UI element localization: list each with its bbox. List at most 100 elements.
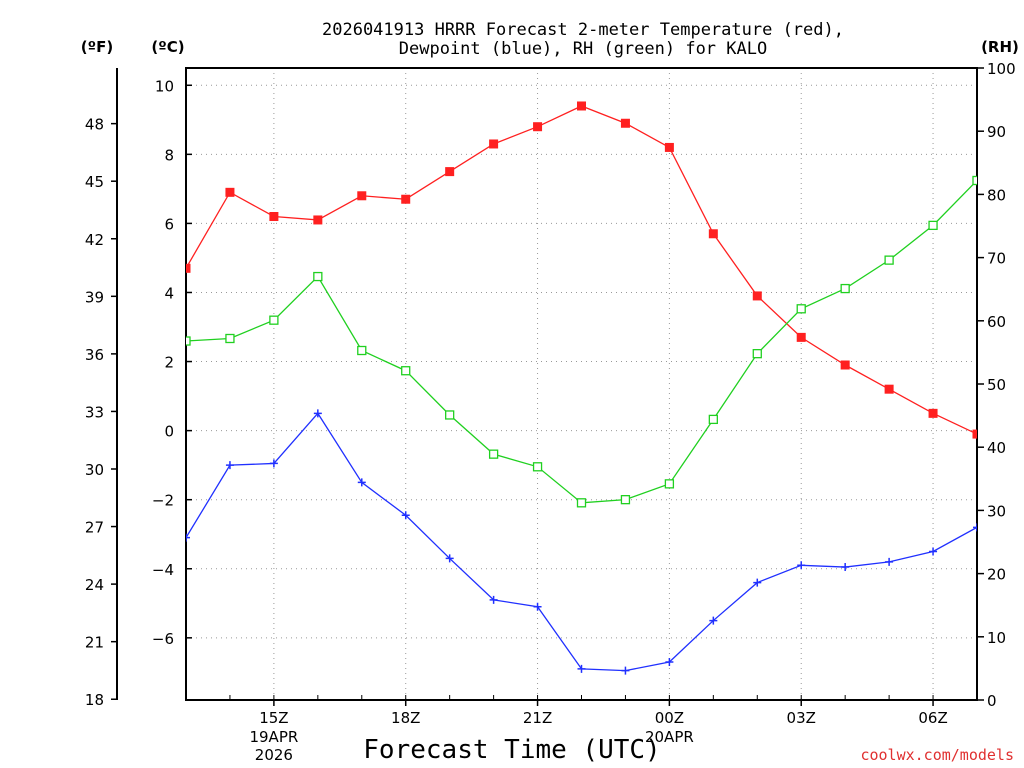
rh-point (186, 336, 191, 346)
celsius-tick-label: 2 (164, 354, 174, 372)
temperature-point (445, 167, 455, 177)
x-axis-title: Forecast Time (UTC) (363, 735, 660, 765)
rh-tick-label: 60 (987, 313, 1006, 331)
fahrenheit-tick-label: 18 (85, 691, 104, 709)
x-tick-label: 21Z (523, 709, 552, 727)
rh-point (708, 414, 718, 425)
series-layer (186, 101, 977, 675)
rh-tick-label: 10 (987, 629, 1006, 647)
temperature-point (972, 429, 977, 439)
rh-unit-label: (RH) (981, 38, 1019, 56)
fahrenheit-unit-label: (ºF) (81, 38, 113, 56)
temperature-line (186, 105, 977, 435)
rh-point (796, 304, 806, 314)
rh-tick-label: 100 (987, 60, 1016, 78)
rh-point (225, 333, 235, 344)
rh-point (313, 271, 323, 282)
dewpoint-point (269, 459, 278, 468)
temperature-point (577, 101, 586, 111)
rh-tick-label: 90 (987, 123, 1006, 141)
temperature-point (708, 229, 718, 239)
dewpoint-point (841, 563, 850, 572)
rh-line (186, 180, 977, 504)
rh-point (884, 255, 894, 265)
temperature-point (884, 384, 894, 394)
fahrenheit-tick-label: 48 (85, 116, 104, 134)
dewpoint-point (709, 616, 718, 625)
chart-title-line1: 2026041913 HRRR Forecast 2-meter Tempera… (322, 20, 844, 40)
dewpoint-point (313, 409, 322, 418)
x-tick-year: 2026 (255, 746, 293, 764)
temperature-point (313, 215, 323, 225)
celsius-tick-label: −4 (152, 561, 174, 579)
rh-point (620, 495, 631, 505)
temperature-point (186, 263, 191, 273)
temperature-point (840, 360, 850, 370)
fahrenheit-tick-label: 30 (85, 461, 104, 479)
fahrenheit-tick-label: 39 (85, 288, 104, 306)
dewpoint-line (186, 412, 977, 672)
temperature-point (664, 142, 674, 152)
celsius-tick-label: −2 (152, 492, 174, 510)
dewpoint-point (445, 554, 454, 563)
temperature-point (796, 332, 806, 342)
fahrenheit-tick-label: 45 (85, 173, 104, 191)
dewpoint-point (885, 557, 894, 566)
celsius-tick-label: 4 (164, 284, 174, 302)
celsius-tick-label: −6 (152, 630, 174, 648)
plot-frame (185, 67, 978, 701)
celsius-unit-label: (ºC) (151, 38, 184, 56)
axes: 48454239363330272421181086420−2−4−610090… (85, 60, 1016, 764)
rh-tick-label: 50 (987, 376, 1006, 394)
rh-point (752, 349, 762, 359)
x-tick-label: 15Z (259, 709, 288, 727)
rh-point (357, 345, 367, 356)
dewpoint-point (929, 547, 938, 556)
rh-point (664, 479, 675, 489)
rh-point (445, 410, 455, 420)
celsius-tick-label: 10 (155, 77, 174, 95)
dewpoint-point (533, 602, 542, 611)
dewpoint-point (225, 461, 234, 470)
rh-tick-label: 80 (987, 186, 1006, 204)
fahrenheit-tick-label: 42 (85, 231, 104, 249)
credit-text: coolwx.com/models (860, 746, 1014, 764)
dewpoint-point (621, 666, 630, 675)
rh-point (576, 498, 587, 508)
dewpoint-point (357, 478, 366, 487)
rh-point (928, 220, 938, 231)
gridlines (186, 68, 977, 700)
x-tick-label: 18Z (391, 709, 420, 727)
dewpoint-point (577, 664, 586, 673)
dewpoint-point (401, 511, 410, 520)
temperature-point (225, 187, 235, 197)
temperature-point (489, 139, 499, 149)
fahrenheit-tick-label: 24 (85, 576, 104, 594)
temperature-point (269, 212, 279, 222)
rh-tick-label: 40 (987, 439, 1006, 457)
temperature-point (620, 118, 630, 128)
temperature-point (401, 194, 411, 204)
rh-tick-label: 70 (987, 250, 1006, 268)
rh-tick-label: 30 (987, 502, 1006, 520)
temperature-point (928, 408, 938, 418)
temperature-point (357, 191, 367, 201)
x-tick-date: 20APR (645, 728, 694, 746)
celsius-tick-label: 0 (164, 423, 174, 441)
rh-point (972, 175, 977, 186)
temperature-point (752, 291, 762, 301)
x-tick-label: 00Z (655, 709, 684, 727)
chart-title-line2: Dewpoint (blue), RH (green) for KALO (399, 39, 767, 59)
dewpoint-point (973, 523, 977, 532)
x-tick-label: 06Z (918, 709, 947, 727)
x-tick-date: 19APR (249, 728, 298, 746)
fahrenheit-tick-label: 36 (85, 346, 104, 364)
dewpoint-point (186, 533, 190, 542)
rh-tick-label: 0 (987, 692, 997, 710)
dewpoint-point (489, 595, 498, 604)
dewpoint-point (797, 561, 806, 570)
celsius-tick-label: 8 (164, 146, 174, 164)
rh-point (401, 366, 411, 376)
rh-point (488, 449, 499, 459)
